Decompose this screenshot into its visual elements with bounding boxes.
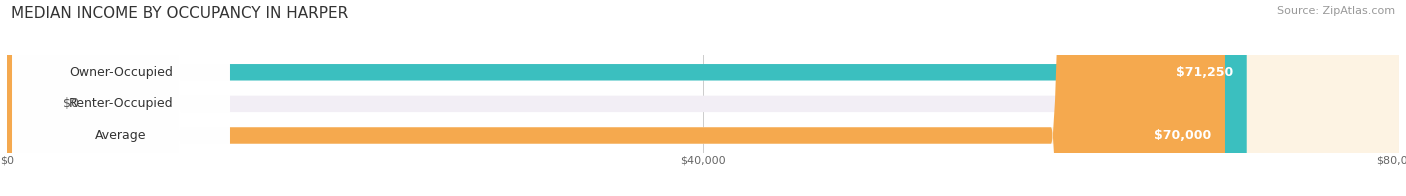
FancyBboxPatch shape [7, 0, 1399, 196]
FancyBboxPatch shape [7, 0, 1247, 196]
Text: $71,250: $71,250 [1175, 66, 1233, 79]
FancyBboxPatch shape [7, 0, 1225, 196]
FancyBboxPatch shape [13, 0, 229, 196]
FancyBboxPatch shape [7, 0, 1399, 196]
FancyBboxPatch shape [13, 0, 229, 196]
Text: Renter-Occupied: Renter-Occupied [69, 97, 173, 110]
Text: Source: ZipAtlas.com: Source: ZipAtlas.com [1277, 6, 1395, 16]
FancyBboxPatch shape [7, 0, 45, 196]
Text: Owner-Occupied: Owner-Occupied [69, 66, 173, 79]
Text: $70,000: $70,000 [1154, 129, 1211, 142]
FancyBboxPatch shape [13, 0, 229, 196]
Text: MEDIAN INCOME BY OCCUPANCY IN HARPER: MEDIAN INCOME BY OCCUPANCY IN HARPER [11, 6, 349, 21]
FancyBboxPatch shape [7, 0, 1399, 196]
Text: $0: $0 [63, 97, 79, 110]
Text: Average: Average [96, 129, 146, 142]
